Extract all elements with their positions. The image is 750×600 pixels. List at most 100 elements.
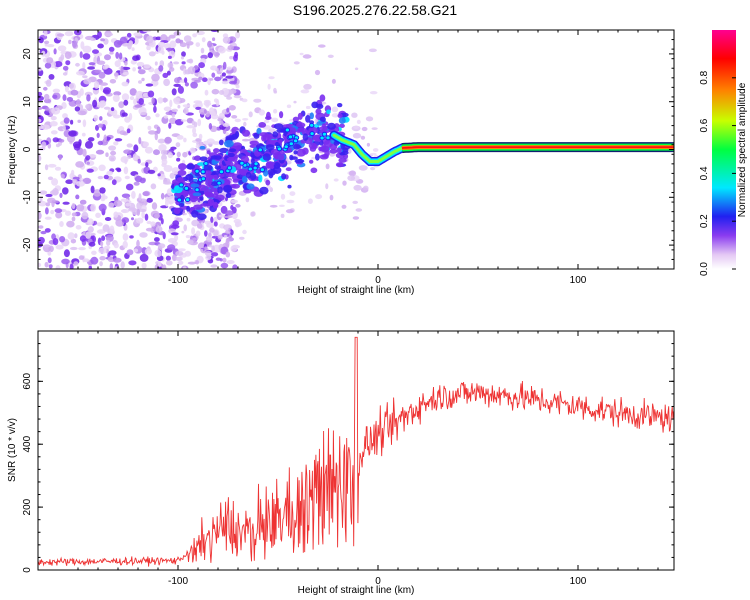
- ridge-core: [332, 133, 408, 163]
- noise-blob: [100, 100, 107, 107]
- noise-blob: [222, 36, 231, 44]
- noise-blob: [88, 62, 96, 66]
- noise-blob: [187, 67, 191, 75]
- noise-blob: [100, 38, 105, 42]
- noise-blob: [81, 132, 86, 137]
- noise-blob: [363, 185, 369, 191]
- noise-blob: [211, 245, 215, 253]
- noise-blob: [315, 194, 323, 200]
- snr-frame: [37, 330, 675, 571]
- noise-blob: [102, 89, 110, 94]
- signal-blob: [302, 147, 309, 155]
- noise-blob: [198, 76, 203, 81]
- noise-blob: [207, 52, 213, 59]
- colorbar: 0.0 0.2 0.4 0.6 0.8 Normalized spectral ampl…: [699, 30, 748, 276]
- noise-blob: [79, 235, 87, 242]
- signal-blob: [197, 213, 207, 220]
- noise-blob: [102, 65, 109, 70]
- noise-blob: [77, 119, 81, 124]
- noise-blob: [126, 32, 132, 38]
- signal-blob: [218, 139, 224, 146]
- noise-blob: [122, 240, 128, 249]
- noise-blob: [154, 213, 160, 219]
- noise-blob: [228, 105, 236, 111]
- noise-blob: [243, 121, 247, 127]
- noise-blob: [356, 119, 361, 125]
- noise-blob: [92, 220, 98, 226]
- noise-blob: [71, 212, 77, 217]
- noise-blob: [181, 61, 186, 65]
- signal-blob: [226, 161, 234, 167]
- noise-blob: [210, 252, 219, 257]
- noise-blob: [180, 119, 187, 122]
- noise-blob: [49, 121, 58, 127]
- noise-blob: [109, 79, 117, 84]
- noise-blob: [169, 172, 175, 179]
- noise-blob: [75, 194, 80, 200]
- noise-blob: [146, 35, 154, 44]
- signal-blob: [269, 162, 274, 168]
- signal-blob: [173, 192, 183, 197]
- noise-blob: [129, 88, 137, 96]
- noise-blob: [158, 144, 167, 152]
- signal-blob: [178, 203, 185, 207]
- noise-blob: [153, 81, 159, 86]
- peak-spot: [257, 147, 263, 153]
- signal-blob: [242, 129, 250, 137]
- peak-spot: [203, 161, 209, 166]
- noise-blob: [241, 98, 248, 103]
- signal-blob: [277, 153, 285, 161]
- noise-blob: [88, 241, 96, 247]
- noise-blob: [329, 194, 334, 201]
- noise-blob: [173, 31, 182, 36]
- noise-blob: [322, 23, 325, 29]
- noise-blob: [293, 61, 300, 65]
- signal-blob: [224, 140, 234, 148]
- noise-blob: [352, 132, 362, 139]
- signal-blob: [342, 147, 349, 153]
- noise-blob: [51, 178, 59, 186]
- noise-blob: [99, 261, 103, 267]
- peak-spot: [239, 160, 245, 166]
- signal-blob: [273, 162, 281, 169]
- noise-blob: [174, 234, 179, 242]
- noise-blob: [191, 219, 199, 227]
- noise-blob: [163, 106, 172, 112]
- noise-blob: [70, 119, 74, 125]
- noise-blob: [187, 261, 197, 265]
- signal-blob: [335, 162, 344, 168]
- noise-blob: [56, 33, 65, 37]
- noise-blob: [105, 152, 109, 157]
- noise-blob: [110, 150, 117, 156]
- noise-blob: [66, 220, 75, 228]
- signal-blob: [338, 157, 347, 163]
- noise-blob: [81, 211, 89, 220]
- noise-blob: [62, 65, 69, 71]
- signal-blob: [259, 132, 269, 137]
- noise-blob: [168, 200, 173, 205]
- peak-spot: [216, 180, 222, 186]
- noise-blob: [96, 132, 100, 138]
- noise-blob: [90, 37, 96, 42]
- signal-blob: [245, 171, 252, 179]
- noise-blob: [50, 130, 58, 135]
- noise-blob: [327, 54, 334, 58]
- noise-blob: [108, 250, 117, 256]
- noise-blob: [78, 255, 85, 260]
- signal-blob: [190, 183, 200, 188]
- snr-xlabel: Height of straight line (km): [298, 585, 415, 596]
- noise-blob: [168, 122, 172, 129]
- signal-blob: [178, 163, 187, 171]
- noise-blob: [138, 80, 142, 84]
- noise-blob: [361, 126, 368, 132]
- noise-blob: [91, 250, 97, 255]
- noise-blob: [171, 108, 178, 113]
- noise-blob: [62, 94, 67, 101]
- noise-blob: [235, 203, 241, 208]
- noise-blob: [136, 217, 144, 224]
- noise-blob: [151, 97, 155, 104]
- noise-blob: [123, 166, 129, 175]
- noise-blob: [162, 72, 169, 78]
- noise-blob: [201, 37, 206, 43]
- noise-blob: [102, 224, 110, 232]
